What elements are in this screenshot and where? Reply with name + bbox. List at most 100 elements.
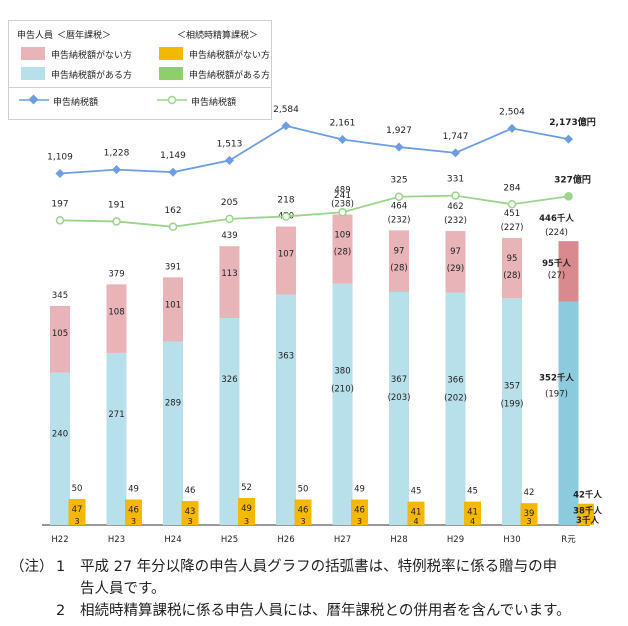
label-annual-total: 451	[504, 209, 520, 219]
bar-settle-no-tax	[351, 499, 368, 524]
label-settle-no-tax: 38千人	[573, 506, 602, 517]
label-annual-total-special: (227)	[501, 223, 524, 233]
point-settle-amount	[507, 200, 517, 209]
label-settle-amount: 241	[334, 191, 351, 201]
x-tick-label: H22	[51, 535, 68, 545]
label-annual-tax: 240	[52, 430, 68, 440]
x-tick-label: H29	[447, 535, 464, 545]
label-annual-tax: 271	[108, 410, 124, 420]
label-settle-tax: 4	[413, 517, 418, 526]
bar-settle-tax	[520, 523, 538, 525]
label-settle-tax: 4	[470, 517, 475, 526]
bar-annual-no-tax	[276, 226, 296, 295]
point-settle-amount	[451, 191, 460, 200]
label-settle-total: 42	[524, 488, 535, 498]
bar-annual-no-tax	[445, 230, 466, 293]
label-annual-total: 345	[52, 291, 68, 301]
bar-settle-no-tax	[520, 503, 538, 524]
point-settle-amount	[564, 192, 573, 201]
point-annual-amount	[55, 168, 65, 179]
bar-annual-no-tax	[106, 284, 127, 353]
bar-settle-no-tax	[464, 501, 481, 523]
point-settle-amount	[281, 212, 291, 221]
legend-settle-no-tax-label: 申告納税額がない方	[189, 51, 271, 61]
bar-settle-tax	[238, 523, 255, 525]
point-annual-amount	[168, 167, 178, 177]
point-settle-amount	[112, 217, 121, 226]
legend-settle-no-tax-swatch	[159, 47, 183, 60]
point-annual-amount	[394, 142, 404, 152]
label-settle-no-tax: 46	[354, 506, 365, 516]
line-annual-amount	[59, 124, 569, 175]
label-settle-no-tax: 46	[298, 506, 309, 516]
label-annual-no-tax: 95千人	[542, 258, 571, 269]
point-annual-amount	[337, 134, 348, 145]
legend-annual-no-tax-label: 申告納税額がない方	[51, 51, 133, 61]
legend-settle-tax-swatch	[159, 67, 183, 80]
bar-settle-tax	[577, 523, 594, 525]
label-annual-no-tax: 113	[221, 269, 237, 279]
bar-annual-tax	[276, 294, 296, 525]
legend-annual-heading: ＜暦年課税＞	[57, 31, 112, 41]
label-settle-amount: 162	[164, 206, 181, 216]
label-annual-no-tax-special: (28)	[503, 271, 520, 281]
bar-settle-tax	[68, 523, 86, 525]
bar-settle-no-tax	[181, 501, 199, 524]
bar-annual-no-tax	[219, 246, 240, 318]
label-settle-tax: 3	[357, 517, 362, 526]
note-2-number: 2	[56, 603, 66, 619]
label-settle-tax: 3	[187, 517, 192, 526]
label-settle-total: 45	[467, 487, 478, 497]
label-annual-no-tax: 108	[108, 307, 124, 317]
notes: （注） 1 平成 27 年分以降の申告人員グラフの括弧書は、特例税率に係る贈与の申 …	[10, 556, 571, 622]
bar-settle-tax	[351, 523, 368, 525]
legend-annual-tax-label: 申告納税額がある方	[51, 71, 133, 81]
label-annual-tax: 352千人	[539, 372, 574, 383]
label-settle-amount: 327億円	[554, 173, 591, 185]
label-annual-tax-special: (202)	[444, 394, 467, 404]
bar-annual-tax	[445, 292, 466, 525]
point-annual-amount	[507, 123, 517, 133]
label-settle-tax: 3千人	[576, 515, 599, 526]
bar-settle-no-tax	[294, 499, 312, 524]
point-settle-amount	[55, 216, 65, 225]
bar-settle-tax	[464, 522, 481, 525]
x-tick-label: R元	[561, 535, 576, 545]
note-2: 2 相続時精算課税に係る申告人員には、暦年課税との併用者を含んでいます。	[10, 600, 571, 622]
label-annual-no-tax-special: (27)	[548, 271, 565, 281]
x-tick-label: H24	[164, 535, 181, 545]
label-annual-no-tax-special: (28)	[334, 247, 351, 257]
label-settle-no-tax: 49	[241, 504, 252, 514]
label-annual-no-tax-special: (28)	[390, 263, 407, 273]
note-1-number: 1	[56, 559, 66, 575]
note-2-text: 相続時精算課税に係る申告人員には、暦年課税との併用者を含んでいます。	[80, 603, 571, 619]
bar-annual-no-tax	[332, 214, 353, 284]
label-annual-tax-special: (203)	[388, 393, 411, 403]
label-settle-tax: 3	[74, 517, 79, 526]
point-annual-amount	[111, 165, 122, 175]
point-settle-amount	[225, 214, 234, 224]
label-annual-amount: 1,513	[217, 139, 243, 149]
label-settle-no-tax: 39	[524, 509, 535, 519]
label-annual-no-tax: 95	[507, 254, 518, 264]
line-settle-amount	[59, 194, 569, 228]
point-settle-amount	[338, 207, 347, 217]
label-annual-total-special: (224)	[545, 228, 568, 238]
legend-settle-tax-label: 申告納税額がある方	[189, 71, 271, 81]
x-tick-label: H27	[334, 535, 351, 545]
label-annual-tax: 366	[447, 376, 463, 386]
bar-annual-tax	[332, 283, 353, 525]
legend-divider	[9, 87, 271, 88]
note-1: （注） 1 平成 27 年分以降の申告人員グラフの括弧書は、特例税率に係る贈与の申	[10, 556, 571, 578]
label-annual-amount: 2,584	[273, 105, 299, 115]
label-settle-total: 46	[185, 486, 196, 496]
label-settle-amount: 191	[108, 200, 125, 210]
bar-settle-tax	[181, 523, 199, 525]
legend-annual-line-label: 申告納税額	[53, 98, 99, 108]
legend-annual-no-tax-swatch	[21, 47, 45, 60]
point-annual-amount	[450, 148, 461, 158]
legend-settle-line-label: 申告納税額	[191, 98, 237, 108]
bar-annual-tax	[219, 317, 240, 525]
label-settle-tax: 3	[300, 517, 305, 526]
chart-canvas: 10524034550473H2210827137949463H23101289…	[42, 105, 602, 545]
